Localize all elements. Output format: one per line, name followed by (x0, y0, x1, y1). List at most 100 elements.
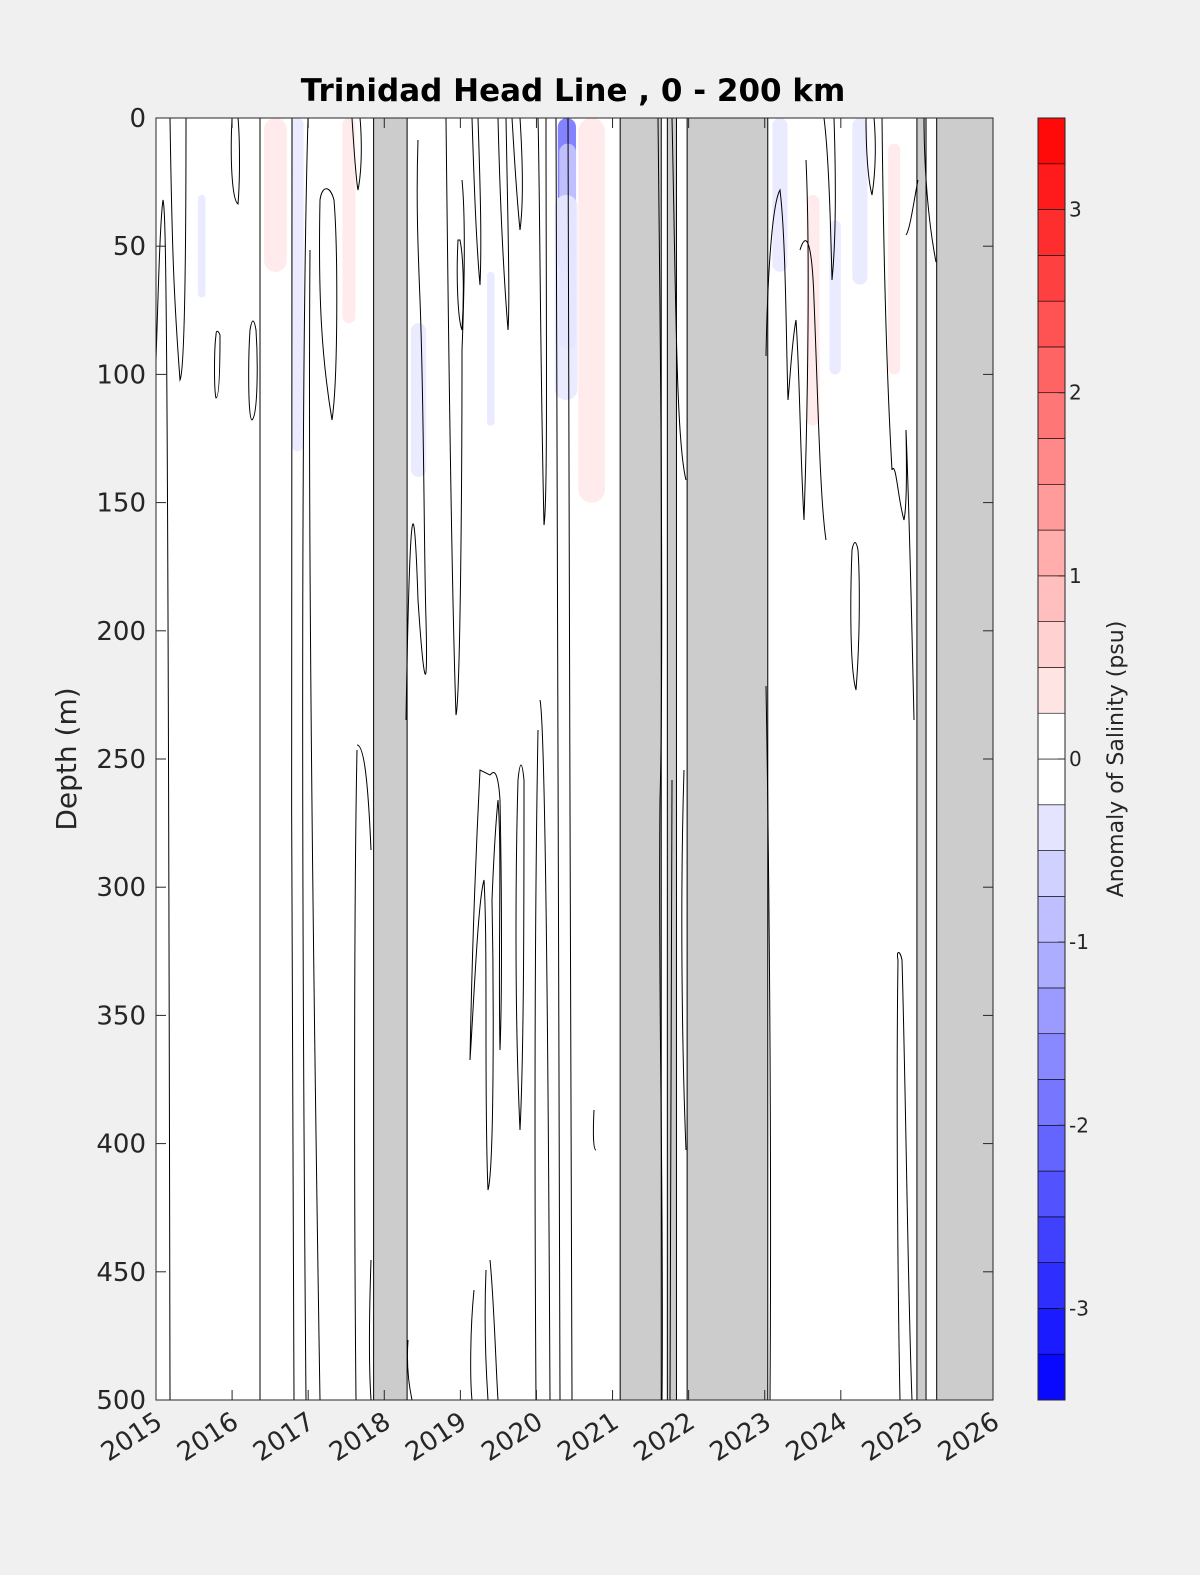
anomaly-patch (578, 118, 605, 503)
contour-line (497, 117, 510, 331)
colorbar-swatch (1037, 1262, 1066, 1309)
contour-line (230, 117, 240, 205)
chart-title: Trinidad Head Line , 0 - 200 km (301, 73, 846, 109)
anomaly-patch (887, 143, 901, 375)
contour-line (681, 769, 687, 1151)
colorbar-swatch (1037, 117, 1066, 165)
colorbar-swatch (1037, 1216, 1066, 1263)
anomaly-patch (829, 220, 841, 375)
colorbar-swatch (1037, 300, 1066, 348)
contour-line (765, 159, 809, 521)
anomaly-patch (486, 271, 495, 426)
colorbar-label: Anomaly of Salinity (psu) (1104, 621, 1129, 898)
contour-line (901, 959, 913, 1401)
y-tick-label: 350 (96, 1001, 146, 1031)
colorbar-swatch (1037, 712, 1066, 760)
contour-line (799, 240, 827, 541)
contour-line (169, 117, 187, 382)
colorbar-tick-label: 1 (1069, 564, 1082, 588)
contour-line (484, 1269, 489, 1401)
colorbar-swatch (1037, 392, 1066, 439)
y-axis: 0 50 100 150 200 250 300 350 400 450 500 (96, 104, 993, 1416)
contour-line (405, 139, 428, 721)
y-tick-label: 150 (96, 489, 146, 519)
anomaly-patch (554, 194, 578, 401)
contour-line (356, 744, 372, 851)
contour-line (351, 117, 362, 191)
colorbar-swatch (1037, 209, 1066, 256)
contour-line (214, 330, 221, 399)
y-axis-label: Depth (m) (50, 687, 83, 830)
colorbar-swatch (1037, 163, 1066, 210)
contour-line (539, 699, 551, 1401)
contour-line (865, 117, 876, 196)
y-tick-label: 400 (96, 1130, 146, 1160)
zero-contour-lines (155, 117, 937, 1401)
contour-line (354, 749, 358, 1401)
contour-line (302, 117, 309, 1401)
anomaly-patch (197, 194, 206, 298)
anomaly-patch (264, 118, 287, 272)
anomaly-patch (410, 323, 427, 477)
colorbar-tick-label: -1 (1069, 930, 1089, 954)
colorbar-swatch (1037, 758, 1066, 806)
contour-line (489, 1259, 499, 1401)
contour-line (905, 179, 919, 236)
colorbar-swatch (1037, 896, 1066, 943)
no-data-band (619, 117, 662, 1401)
colorbar-swatch (1037, 667, 1066, 714)
colorbar-tick-label: 2 (1069, 381, 1082, 405)
contour-line (823, 117, 836, 281)
contour-line (881, 117, 915, 721)
contour-line (248, 320, 258, 421)
contour-line (407, 1339, 413, 1401)
colorbar-swatch (1037, 987, 1066, 1035)
colorbar-swatch (1037, 1033, 1066, 1080)
contour-line (369, 1259, 372, 1401)
contour-line (469, 769, 502, 1191)
colorbar-swatch (1037, 1170, 1066, 1218)
colorbar-swatch (1037, 483, 1066, 531)
colorbar-swatch (1037, 346, 1066, 394)
colorbar-swatch (1037, 529, 1066, 577)
contour-line (897, 952, 903, 961)
y-tick-label: 0 (129, 104, 146, 134)
y-tick-label: 250 (96, 745, 146, 775)
no-data-band (686, 117, 769, 1401)
colorbar-swatch (1037, 575, 1066, 622)
colorbar-swatch (1037, 1353, 1066, 1401)
y-tick-label: 500 (96, 1386, 146, 1416)
y-tick-label: 100 (96, 360, 146, 390)
anomaly-patch (342, 118, 356, 324)
y-tick-label: 300 (96, 873, 146, 903)
colorbar-swatch (1037, 850, 1066, 897)
colorbar-swatch (1037, 621, 1066, 668)
colorbar-tick-label: 3 (1069, 198, 1082, 222)
contour-line (592, 1109, 597, 1151)
contour-line (471, 117, 482, 286)
contour-line (765, 685, 772, 1401)
anomaly-patches (197, 118, 901, 503)
contour-line (308, 249, 321, 1401)
contour-line (850, 542, 860, 691)
colorbar-swatch (1037, 1124, 1066, 1172)
contour-line (155, 199, 171, 1401)
y-tick-label: 450 (96, 1258, 146, 1288)
colorbar-swatch (1037, 1079, 1066, 1126)
no-data-band (666, 117, 677, 1401)
contour-line (470, 1289, 475, 1401)
colorbar-tick-label: -3 (1069, 1296, 1089, 1320)
contour-line (669, 779, 673, 1401)
no-data-band (373, 117, 408, 1401)
contour-line (534, 729, 539, 1401)
contour-line (657, 117, 663, 1401)
contour-line (537, 117, 547, 526)
contour-line (671, 117, 687, 481)
colorbar-tick-label: -2 (1069, 1113, 1089, 1137)
y-tick-label: 200 (96, 617, 146, 647)
contour-line (896, 959, 901, 1401)
colorbar-swatch (1037, 941, 1066, 989)
colorbar: -3 -2 -1 0 1 2 3 (1037, 117, 1089, 1401)
y-tick-label: 50 (113, 232, 146, 262)
